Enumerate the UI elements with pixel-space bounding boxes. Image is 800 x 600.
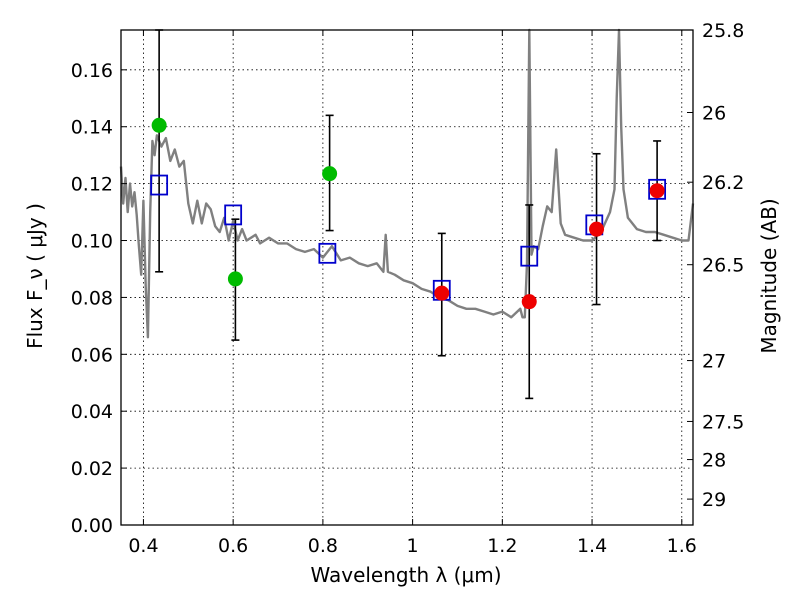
observed-point <box>151 117 167 133</box>
y-tick-label: 0.08 <box>71 287 113 309</box>
y-right-tick-label: 27 <box>702 351 726 373</box>
x-tick-label: 1.2 <box>487 535 517 557</box>
observed-point <box>434 285 450 301</box>
x-tick-label: 1.6 <box>667 535 697 557</box>
y-right-tick-label: 26.5 <box>702 255 744 277</box>
ticks: 0.4 0.6 0.8 1 1.2 1.4 1.6 0.00 0.02 0.04 0.06 0.08 0… <box>71 20 745 557</box>
y-tick-label: 0.10 <box>71 231 113 253</box>
y-right-tick-label: 26 <box>702 103 726 125</box>
observed-point <box>227 271 243 287</box>
sed-spectrum <box>119 28 695 339</box>
grid <box>121 30 693 526</box>
observed-fluxes <box>151 117 665 310</box>
error-bars <box>155 29 662 400</box>
y-tick-label: 0.12 <box>71 174 113 196</box>
model-square <box>150 174 169 196</box>
y-axis-right-label: Magnitude (AB) <box>757 198 781 353</box>
y-axis-label: Flux F_ν ( μJy ) <box>23 203 47 349</box>
x-tick-label: 0.8 <box>308 535 338 557</box>
y-tick-label: 0.00 <box>71 515 113 537</box>
model-square <box>520 245 539 267</box>
error-bar <box>155 29 164 273</box>
y-tick-label: 0.16 <box>71 60 113 82</box>
x-tick-label: 1 <box>407 535 419 557</box>
observed-point <box>521 294 537 310</box>
y-right-tick-label: 25.8 <box>702 20 744 42</box>
x-tick-label: 0.4 <box>128 535 158 557</box>
plot-frame <box>120 29 694 526</box>
model-square <box>648 178 667 200</box>
y-right-tick-label: 27.5 <box>702 411 744 433</box>
y-right-tick-label: 26.2 <box>702 172 744 194</box>
observed-point <box>649 183 665 199</box>
y-tick-label: 0.02 <box>71 458 113 480</box>
observed-point <box>589 221 605 237</box>
y-right-tick-label: 29 <box>702 489 726 511</box>
model-square <box>318 242 337 264</box>
x-axis-label: Wavelength λ (μm) <box>310 563 501 587</box>
sed-line <box>119 28 695 339</box>
y-tick-label: 0.04 <box>71 401 113 423</box>
model-square <box>224 204 243 226</box>
x-tick-label: 1.4 <box>577 535 607 557</box>
y-right-tick-label: 28 <box>702 450 726 472</box>
y-tick-label: 0.14 <box>71 117 113 139</box>
x-tick-label: 0.6 <box>218 535 248 557</box>
y-tick-label: 0.06 <box>71 344 113 366</box>
observed-point <box>322 166 338 182</box>
